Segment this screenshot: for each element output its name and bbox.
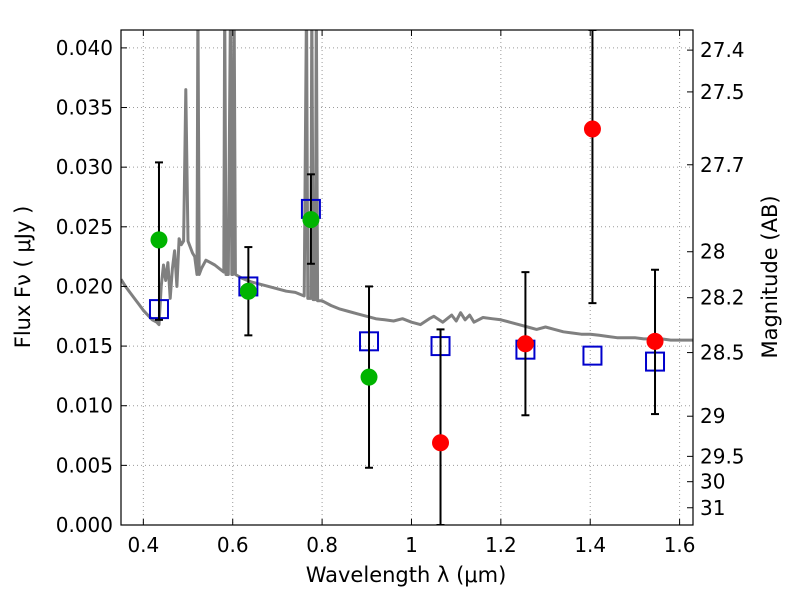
y-tick-label: 0.005 bbox=[56, 453, 113, 477]
y-tick-label: 0.040 bbox=[56, 36, 113, 60]
y2-tick-label: 28 bbox=[700, 240, 725, 264]
y2-axis-label: Magnitude (AB) bbox=[758, 195, 782, 358]
y-tick-label: 0.010 bbox=[56, 394, 113, 418]
y2-tick-label: 28.5 bbox=[700, 341, 745, 365]
y-tick-label: 0.000 bbox=[56, 513, 113, 537]
y2-tick-label: 27.7 bbox=[700, 153, 745, 177]
x-tick-label: 0.6 bbox=[217, 533, 249, 557]
y2-tick-label: 27.5 bbox=[700, 80, 745, 104]
y-tick-label: 0.025 bbox=[56, 215, 113, 239]
x-tick-label: 1.6 bbox=[664, 533, 696, 557]
y2-tick-label: 29 bbox=[700, 404, 725, 428]
y2-tick-label: 29.5 bbox=[700, 444, 745, 468]
y-tick-label: 0.030 bbox=[56, 155, 113, 179]
model-spectrum-line bbox=[121, 30, 693, 342]
green-data-point bbox=[302, 211, 320, 229]
y-tick-label: 0.035 bbox=[56, 96, 113, 120]
y2-tick-label: 28.2 bbox=[700, 286, 745, 310]
y2-tick-label: 27.4 bbox=[700, 38, 745, 62]
y-axis-label: Flux Fν ( μJy ) bbox=[11, 206, 35, 349]
x-tick-label: 0.8 bbox=[306, 533, 338, 557]
x-tick-label: 1.2 bbox=[485, 533, 517, 557]
red-data-point bbox=[516, 335, 534, 353]
y2-tick-label: 31 bbox=[700, 496, 725, 520]
data-layer bbox=[121, 30, 693, 525]
x-tick-label: 0.4 bbox=[127, 533, 159, 557]
red-data-point bbox=[432, 434, 450, 452]
red-data-point bbox=[646, 332, 664, 350]
green-data-point bbox=[360, 368, 378, 386]
y-tick-label: 0.020 bbox=[56, 274, 113, 298]
x-tick-label: 1 bbox=[405, 533, 418, 557]
green-data-point bbox=[150, 231, 168, 249]
y-tick-label: 0.015 bbox=[56, 334, 113, 358]
x-tick-label: 1.4 bbox=[574, 533, 606, 557]
green-data-point bbox=[239, 282, 257, 300]
red-data-point bbox=[583, 120, 601, 138]
model-flux-square bbox=[582, 345, 603, 366]
y2-tick-label: 30 bbox=[700, 470, 725, 494]
plot-frame bbox=[120, 29, 694, 526]
x-axis-label: Wavelength λ (μm) bbox=[306, 563, 507, 587]
ticks: 0.4 0.6 0.8 1 1.2 1.4 1.6 0.000 0.005 0.010 0.015 0… bbox=[56, 30, 745, 557]
plot-background bbox=[121, 30, 693, 525]
